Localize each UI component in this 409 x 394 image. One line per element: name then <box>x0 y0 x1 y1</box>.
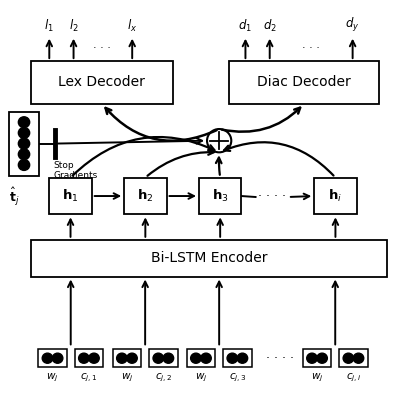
Circle shape <box>18 138 29 149</box>
FancyBboxPatch shape <box>124 178 166 214</box>
FancyBboxPatch shape <box>31 240 386 277</box>
Text: $c_{j,2}$: $c_{j,2}$ <box>154 372 171 384</box>
FancyBboxPatch shape <box>49 178 92 214</box>
Text: $d_1$: $d_1$ <box>238 18 252 34</box>
Text: Stop
Gradients: Stop Gradients <box>53 161 97 180</box>
FancyBboxPatch shape <box>74 349 103 367</box>
Circle shape <box>88 353 99 363</box>
FancyBboxPatch shape <box>31 61 172 104</box>
Text: $l_x$: $l_x$ <box>127 18 137 34</box>
Circle shape <box>316 353 326 363</box>
Text: · · · ·: · · · · <box>257 191 285 203</box>
Text: · · · ·: · · · · <box>265 352 293 365</box>
Circle shape <box>126 353 137 363</box>
Text: $\mathbf{h}_1$: $\mathbf{h}_1$ <box>62 188 79 204</box>
FancyBboxPatch shape <box>229 61 378 104</box>
Circle shape <box>353 353 363 363</box>
FancyBboxPatch shape <box>38 349 67 367</box>
Circle shape <box>18 117 29 128</box>
Text: $\mathbf{h}_2$: $\mathbf{h}_2$ <box>137 188 153 204</box>
Text: $d_y$: $d_y$ <box>344 16 359 34</box>
FancyBboxPatch shape <box>222 349 251 367</box>
Text: $\mathbf{h}_3$: $\mathbf{h}_3$ <box>211 188 228 204</box>
Circle shape <box>306 353 317 363</box>
Text: $l_2$: $l_2$ <box>69 18 78 34</box>
Text: $w_j$: $w_j$ <box>46 372 58 384</box>
Circle shape <box>200 353 211 363</box>
Text: · · ·: · · · <box>93 43 110 54</box>
FancyBboxPatch shape <box>198 178 241 214</box>
Circle shape <box>116 353 127 363</box>
Circle shape <box>227 353 237 363</box>
Text: Diac Decoder: Diac Decoder <box>256 75 350 89</box>
Circle shape <box>52 353 63 363</box>
Text: Lex Decoder: Lex Decoder <box>58 75 145 89</box>
FancyBboxPatch shape <box>302 349 330 367</box>
Circle shape <box>18 160 29 170</box>
Text: $l_1$: $l_1$ <box>44 18 54 34</box>
Text: $w_j$: $w_j$ <box>194 372 207 384</box>
Text: $c_{j,1}$: $c_{j,1}$ <box>80 372 97 384</box>
Circle shape <box>18 128 29 138</box>
FancyBboxPatch shape <box>9 112 39 176</box>
Circle shape <box>153 353 163 363</box>
FancyBboxPatch shape <box>148 349 177 367</box>
Circle shape <box>342 353 353 363</box>
Circle shape <box>236 353 247 363</box>
Text: $c_{j,i}$: $c_{j,i}$ <box>345 372 360 384</box>
FancyBboxPatch shape <box>112 349 141 367</box>
FancyBboxPatch shape <box>186 349 215 367</box>
Circle shape <box>79 353 89 363</box>
Text: $c_{j,3}$: $c_{j,3}$ <box>228 372 245 384</box>
Circle shape <box>190 353 201 363</box>
Text: $\mathbf{h}_i$: $\mathbf{h}_i$ <box>328 188 342 204</box>
Text: $d_2$: $d_2$ <box>262 18 276 34</box>
Circle shape <box>18 149 29 160</box>
FancyBboxPatch shape <box>313 178 356 214</box>
Text: $w_j$: $w_j$ <box>120 372 133 384</box>
Circle shape <box>42 353 53 363</box>
Text: · · ·: · · · <box>301 43 319 54</box>
Text: Bi-LSTM Encoder: Bi-LSTM Encoder <box>151 251 267 265</box>
Circle shape <box>163 353 173 363</box>
Text: $w_j$: $w_j$ <box>310 372 322 384</box>
FancyBboxPatch shape <box>338 349 367 367</box>
Text: $\hat{\mathbf{t}}_j$: $\hat{\mathbf{t}}_j$ <box>9 186 19 208</box>
